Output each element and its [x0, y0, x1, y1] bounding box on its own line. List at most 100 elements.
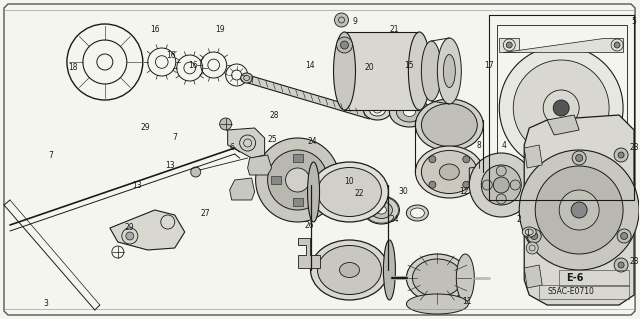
Polygon shape [110, 210, 185, 250]
Ellipse shape [439, 164, 460, 180]
Polygon shape [344, 32, 419, 110]
Circle shape [553, 100, 569, 116]
Ellipse shape [376, 206, 387, 214]
Text: 22: 22 [355, 189, 364, 198]
Ellipse shape [364, 196, 399, 224]
Text: 28: 28 [270, 110, 279, 120]
Ellipse shape [522, 227, 536, 237]
Text: 29: 29 [125, 224, 134, 233]
Polygon shape [499, 38, 519, 52]
Polygon shape [524, 115, 634, 305]
Polygon shape [298, 238, 319, 268]
Text: 4: 4 [502, 140, 507, 150]
Circle shape [463, 181, 470, 188]
Text: 7: 7 [49, 151, 53, 160]
Text: S5AC-E0710: S5AC-E0710 [547, 287, 594, 296]
Polygon shape [503, 38, 623, 52]
Ellipse shape [364, 100, 392, 120]
Ellipse shape [317, 167, 381, 217]
Text: 2: 2 [517, 216, 522, 225]
Polygon shape [469, 165, 497, 198]
Circle shape [614, 258, 628, 272]
Text: 3: 3 [44, 299, 49, 308]
Text: 23: 23 [629, 144, 639, 152]
Circle shape [506, 167, 513, 174]
Text: 11: 11 [463, 298, 472, 307]
Text: 23: 23 [629, 257, 639, 266]
Circle shape [571, 202, 587, 218]
Circle shape [526, 242, 538, 254]
Circle shape [618, 152, 624, 158]
Circle shape [513, 60, 609, 156]
Ellipse shape [339, 263, 360, 278]
Ellipse shape [308, 162, 319, 222]
Ellipse shape [241, 73, 253, 83]
Circle shape [575, 154, 582, 161]
Text: 24: 24 [390, 216, 399, 225]
Text: 19: 19 [215, 26, 225, 34]
Ellipse shape [369, 104, 385, 116]
Polygon shape [228, 128, 264, 158]
Text: 16: 16 [188, 61, 198, 70]
Circle shape [496, 166, 506, 176]
Ellipse shape [410, 208, 424, 218]
Text: 13: 13 [165, 160, 175, 169]
Circle shape [531, 233, 538, 240]
Ellipse shape [415, 146, 483, 198]
Circle shape [499, 46, 623, 170]
Circle shape [618, 262, 624, 268]
Circle shape [519, 150, 639, 270]
Circle shape [614, 167, 621, 174]
Text: 7: 7 [172, 132, 177, 142]
Text: 16: 16 [166, 50, 175, 60]
Text: 1: 1 [525, 229, 530, 239]
Ellipse shape [550, 171, 572, 185]
Circle shape [429, 156, 436, 163]
Polygon shape [524, 265, 542, 288]
Ellipse shape [333, 32, 355, 110]
Text: 16: 16 [150, 26, 159, 34]
Text: 17: 17 [484, 61, 494, 70]
Text: 18: 18 [68, 63, 77, 72]
Polygon shape [314, 176, 324, 184]
Circle shape [268, 150, 328, 210]
Circle shape [126, 232, 134, 240]
Circle shape [285, 168, 310, 192]
Circle shape [535, 166, 623, 254]
Circle shape [429, 181, 436, 188]
Text: 27: 27 [201, 209, 211, 218]
Ellipse shape [406, 205, 428, 221]
Ellipse shape [396, 102, 422, 122]
Polygon shape [547, 115, 579, 135]
Circle shape [337, 37, 353, 53]
Ellipse shape [371, 202, 392, 219]
Circle shape [481, 165, 521, 205]
Circle shape [220, 118, 232, 130]
Ellipse shape [408, 32, 430, 110]
Circle shape [340, 41, 349, 49]
Ellipse shape [406, 294, 468, 314]
Polygon shape [244, 74, 369, 119]
Text: 12: 12 [460, 188, 469, 197]
Text: 5: 5 [632, 18, 637, 26]
Ellipse shape [317, 246, 381, 294]
Polygon shape [248, 155, 271, 175]
Ellipse shape [383, 240, 396, 300]
Circle shape [614, 148, 628, 162]
Text: 21: 21 [390, 26, 399, 34]
Circle shape [463, 156, 470, 163]
Circle shape [496, 194, 506, 204]
Ellipse shape [310, 240, 388, 300]
Circle shape [510, 180, 520, 190]
Ellipse shape [389, 97, 429, 127]
Circle shape [559, 190, 599, 230]
Ellipse shape [421, 103, 477, 146]
Circle shape [614, 42, 620, 48]
Circle shape [617, 229, 631, 243]
Text: 25: 25 [268, 136, 277, 145]
Polygon shape [292, 198, 303, 206]
Text: 10: 10 [345, 177, 355, 187]
Ellipse shape [444, 55, 455, 87]
Ellipse shape [403, 108, 415, 116]
Text: 29: 29 [141, 122, 150, 131]
